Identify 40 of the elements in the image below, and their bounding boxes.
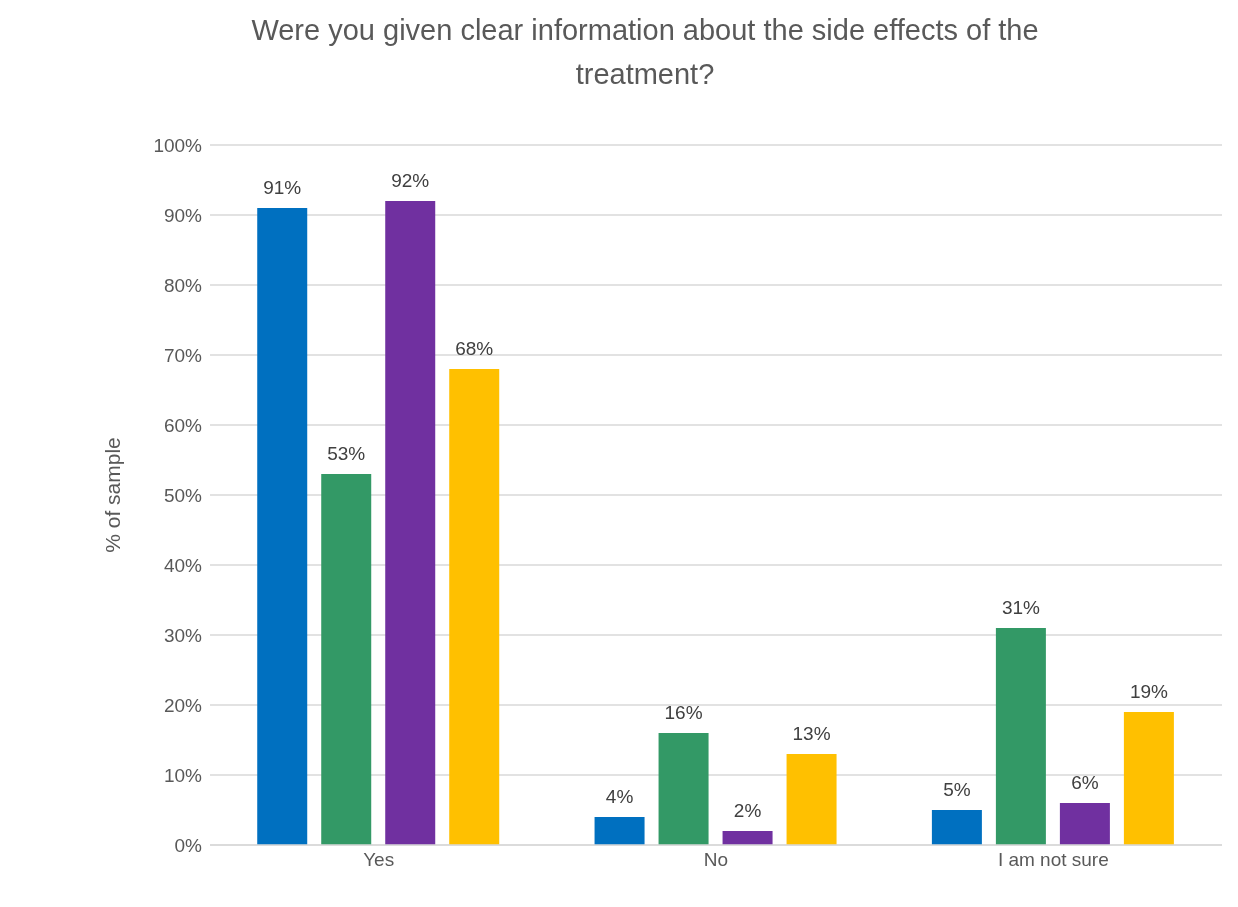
y-tick-label: 70%: [163, 344, 203, 366]
bar: [449, 369, 500, 845]
y-axis-title: % of sample: [101, 437, 125, 553]
x-tick-label: No: [703, 849, 729, 871]
y-tick-label: 80%: [163, 274, 203, 296]
bar: [786, 754, 837, 845]
y-tick-label: 100%: [153, 134, 203, 156]
data-label: 5%: [943, 779, 971, 800]
data-label: 31%: [1001, 597, 1041, 618]
x-tick-label: I am not sure: [997, 849, 1109, 871]
data-label: 53%: [327, 443, 366, 464]
data-label: 91%: [263, 177, 302, 198]
y-tick-label: 10%: [163, 764, 203, 786]
bar: [995, 628, 1046, 845]
data-label: 68%: [455, 338, 494, 359]
x-tick-label: Yes: [363, 849, 395, 871]
bar: [385, 201, 436, 845]
bar: [722, 831, 773, 845]
data-label: 16%: [664, 702, 703, 723]
data-label: 19%: [1129, 681, 1169, 702]
y-tick-label: 30%: [163, 624, 203, 646]
data-label: 13%: [792, 723, 831, 744]
y-tick-label: 50%: [163, 484, 203, 506]
y-tick-label: 90%: [163, 204, 203, 226]
data-label: 4%: [605, 786, 634, 807]
data-label: 2%: [733, 800, 762, 821]
data-label: 92%: [391, 170, 430, 191]
bar: [321, 474, 372, 845]
y-tick-label: 60%: [163, 414, 203, 436]
bar: [257, 208, 308, 845]
chart-title: Were you given clear information about the side effects of the treatment?: [250, 13, 1040, 92]
bar: [1123, 712, 1174, 845]
data-label: 6%: [1071, 772, 1099, 793]
y-tick-label: 0%: [174, 834, 203, 856]
y-tick-label: 40%: [163, 554, 203, 576]
bar: [594, 817, 645, 845]
y-tick-label: 20%: [163, 694, 203, 716]
bar: [1059, 803, 1110, 845]
bar: [658, 733, 709, 845]
bar: [931, 810, 982, 845]
